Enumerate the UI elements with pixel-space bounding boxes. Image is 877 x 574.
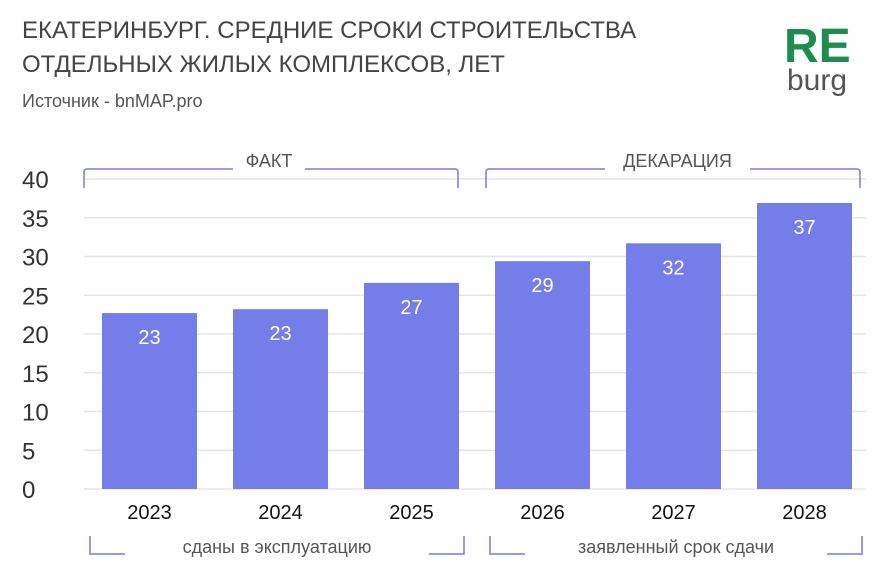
data-label: 23 xyxy=(138,327,160,349)
x-tick-label: 2024 xyxy=(258,502,303,524)
bottom-group-label: сданы в эксплуатацию xyxy=(183,537,372,557)
y-tick-label: 20 xyxy=(22,322,49,349)
top-group-label: ДЕКАРАЦИЯ xyxy=(623,151,732,171)
data-label: 29 xyxy=(531,275,553,297)
bar-2027 xyxy=(626,243,721,489)
y-tick-label: 40 xyxy=(22,167,49,194)
y-tick-label: 25 xyxy=(22,283,49,310)
top-bracket xyxy=(83,168,459,188)
data-label: 23 xyxy=(269,323,291,345)
data-label: 37 xyxy=(793,217,815,239)
x-tick-label: 2028 xyxy=(782,502,827,524)
reburg-logo: RE burg xyxy=(784,20,851,97)
x-tick-label: 2025 xyxy=(389,502,434,524)
bar-2026 xyxy=(495,261,590,489)
top-bracket xyxy=(485,168,861,188)
x-tick-label: 2023 xyxy=(127,502,172,524)
source-note: Источник - bnMAP.pro xyxy=(22,91,203,111)
bottom-bracket xyxy=(489,536,863,555)
y-tick-label: 0 xyxy=(22,477,35,504)
top-group-label: ФАКТ xyxy=(246,151,293,171)
data-label: 27 xyxy=(400,297,422,319)
bar-2023 xyxy=(102,313,197,489)
bar-2028 xyxy=(757,203,852,489)
chart-title-line2: ОТДЕЛЬНЫХ ЖИЛЫХ КОМПЛЕКСОВ, ЛЕТ xyxy=(22,51,505,78)
chart-title-line1: ЕКАТЕРИНБУРГ. СРЕДНИЕ СРОКИ СТРОИТЕЛЬСТВ… xyxy=(22,17,636,44)
y-tick-label: 15 xyxy=(22,361,49,388)
y-tick-label: 5 xyxy=(22,438,35,465)
data-label: 32 xyxy=(662,257,684,279)
bar-2024 xyxy=(233,309,328,489)
x-tick-label: 2027 xyxy=(651,502,696,524)
x-tick-label: 2026 xyxy=(520,502,565,524)
y-tick-label: 30 xyxy=(22,245,49,272)
y-tick-label: 10 xyxy=(22,400,49,427)
bar-2025 xyxy=(364,282,459,489)
bottom-group-label: заявленный срок сдачи xyxy=(578,537,774,557)
bottom-bracket xyxy=(89,536,465,555)
y-tick-label: 35 xyxy=(22,206,49,233)
logo-re: RE xyxy=(784,20,851,73)
logo-burg: burg xyxy=(787,64,847,97)
